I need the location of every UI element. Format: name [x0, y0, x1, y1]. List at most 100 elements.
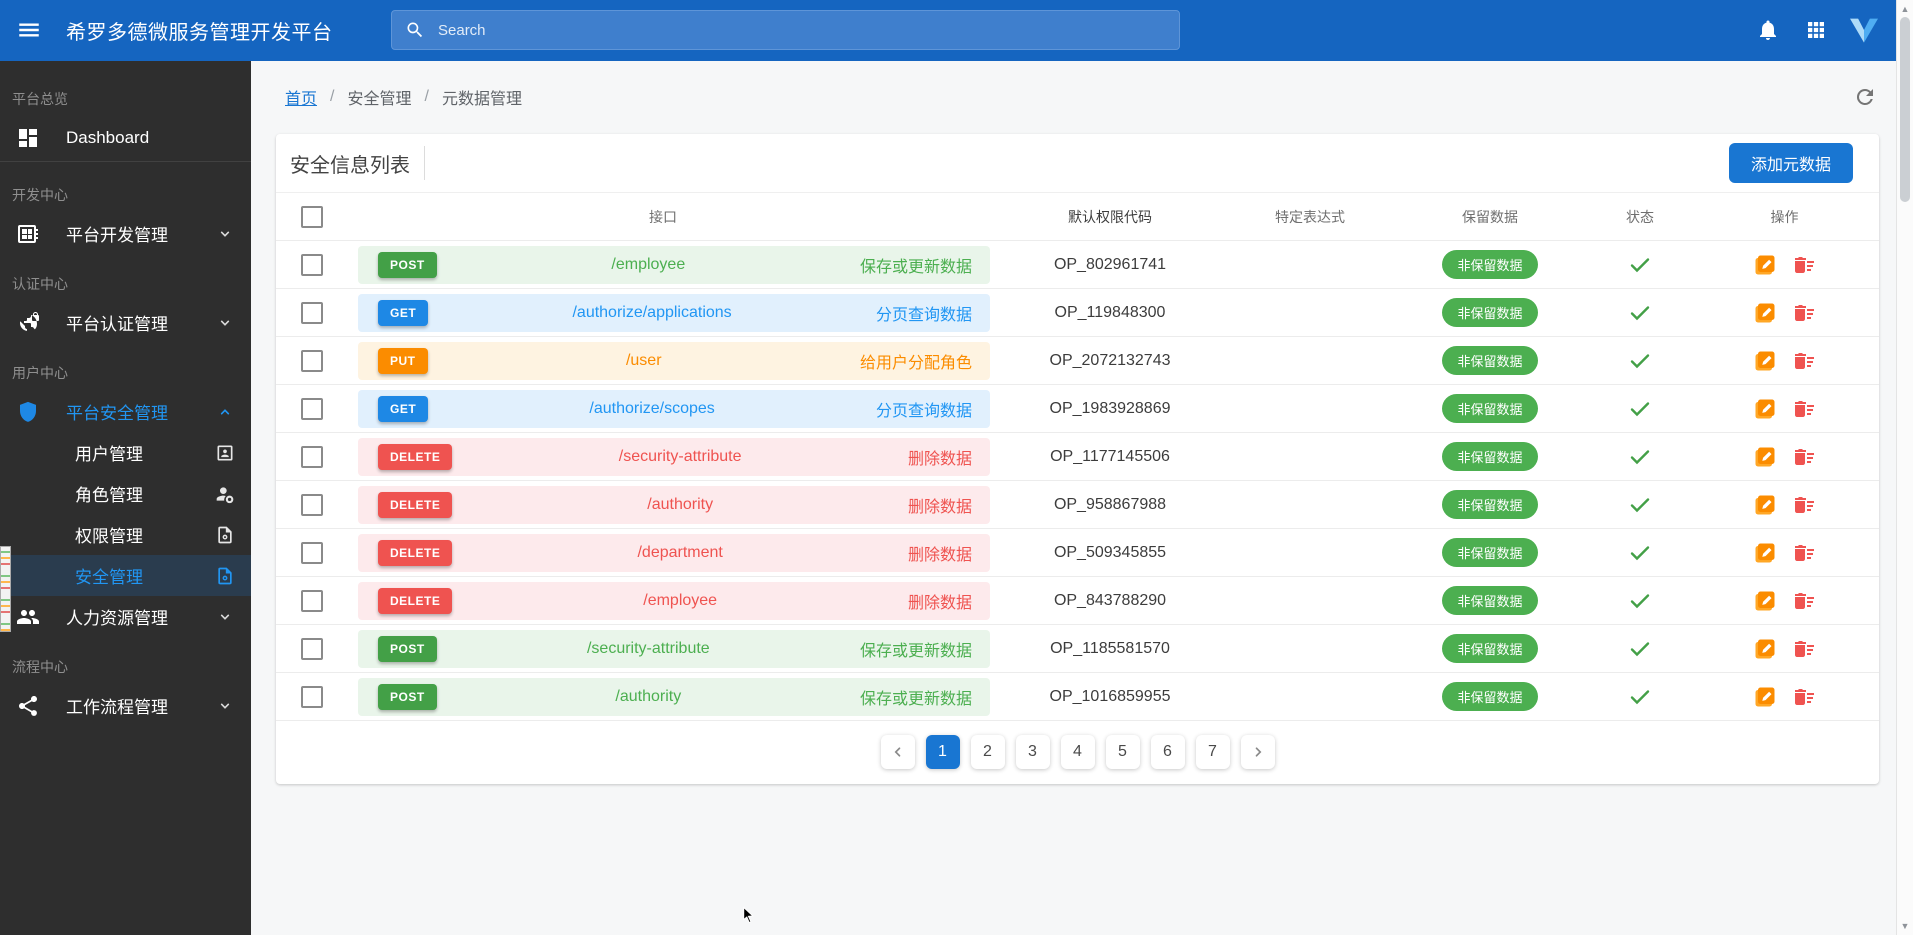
sidebar-item-platform-dev[interactable]: 平台开发管理 — [0, 213, 251, 254]
delete-button[interactable] — [1792, 589, 1816, 613]
pagination-page-6[interactable]: 6 — [1150, 735, 1185, 769]
scrollbar-down-arrow-icon[interactable]: ▼ — [1900, 921, 1910, 931]
pagination-page-2[interactable]: 2 — [970, 735, 1005, 769]
add-metadata-button[interactable]: 添加元数据 — [1728, 143, 1853, 183]
edit-button[interactable] — [1753, 589, 1777, 613]
select-all-checkbox[interactable] — [301, 205, 323, 228]
delete-button[interactable] — [1792, 397, 1816, 421]
refresh-icon[interactable] — [1852, 85, 1878, 111]
apps-grid-icon[interactable] — [1803, 18, 1829, 44]
sidebar-divider — [0, 161, 251, 162]
sidebar-section-label: 流程中心 — [12, 659, 68, 675]
menu-icon[interactable] — [14, 15, 44, 45]
delete-button[interactable] — [1792, 541, 1816, 565]
edit-button[interactable] — [1753, 397, 1777, 421]
scrollbar-thumb[interactable] — [1900, 17, 1910, 202]
retain-badge: 非保留数据 — [1442, 538, 1538, 567]
api-pill: POST/authority 保存或更新数据 — [358, 677, 990, 716]
api-description: 删除数据 — [907, 546, 972, 564]
api-path: /department — [637, 543, 723, 561]
row-checkbox[interactable] — [301, 685, 323, 708]
status-check-icon — [1628, 541, 1652, 565]
table-row: POST/security-attribute 保存或更新数据 OP_1185581… — [276, 625, 1879, 673]
pagination-page-5[interactable]: 5 — [1105, 735, 1140, 769]
api-cell: POST/security-attribute 保存或更新数据 — [336, 629, 990, 668]
delete-button[interactable] — [1792, 301, 1816, 325]
status-check-icon — [1628, 637, 1652, 661]
edit-button[interactable] — [1753, 541, 1777, 565]
row-checkbox[interactable] — [301, 253, 323, 276]
row-checkbox[interactable] — [301, 349, 323, 372]
sidebar-item-hr-mgmt[interactable]: 人力资源管理 — [0, 596, 251, 637]
api-pill: DELETE/authority 删除数据 — [358, 485, 990, 524]
method-badge: POST — [378, 683, 437, 710]
api-pill: DELETE/department 删除数据 — [358, 533, 990, 572]
pagination-page-7[interactable]: 7 — [1195, 735, 1230, 769]
sidebar-item-platform-auth[interactable]: 平台认证管理 — [0, 302, 251, 343]
breadcrumb-item: 元数据管理 — [441, 91, 522, 108]
pagination-page-3[interactable]: 3 — [1015, 735, 1050, 769]
row-checkbox[interactable] — [301, 397, 323, 420]
row-checkbox[interactable] — [301, 541, 323, 564]
row-checkbox[interactable] — [301, 493, 323, 516]
pagination-page-1[interactable]: 1 — [925, 735, 960, 769]
delete-button[interactable] — [1792, 493, 1816, 517]
edit-button[interactable] — [1753, 301, 1777, 325]
method-badge: DELETE — [378, 491, 453, 518]
edit-button[interactable] — [1753, 493, 1777, 517]
table-row: POST/authority 保存或更新数据 OP_1016859955 非保留数据 — [276, 673, 1879, 721]
delete-button[interactable] — [1792, 685, 1816, 709]
sidebar-subitem-security-mgmt[interactable]: 安全管理 — [0, 555, 251, 596]
pagination-prev-icon[interactable] — [880, 735, 915, 769]
edit-button[interactable] — [1753, 445, 1777, 469]
pagination-next-icon[interactable] — [1240, 735, 1275, 769]
row-checkbox[interactable] — [301, 445, 323, 468]
table-column-header: 状态 — [1626, 208, 1654, 225]
delete-button[interactable] — [1792, 445, 1816, 469]
edit-button[interactable] — [1753, 349, 1777, 373]
status-cell — [1590, 397, 1690, 421]
breadcrumb-item[interactable]: 首页 — [285, 91, 318, 108]
bell-icon[interactable] — [1755, 18, 1781, 44]
sidebar-subitem-user-mgmt[interactable]: 用户管理 — [0, 432, 251, 473]
search-input[interactable] — [436, 20, 1140, 40]
retain-cell: 非保留数据 — [1390, 538, 1590, 567]
chevron-down-icon — [215, 224, 235, 244]
retain-badge: 非保留数据 — [1442, 394, 1538, 423]
sidebar-item-dashboard[interactable]: Dashboard — [0, 117, 251, 158]
scrollbar-up-arrow-icon[interactable]: ▲ — [1900, 4, 1910, 14]
vuetify-logo — [1848, 14, 1880, 46]
table-row: DELETE/employee 删除数据 OP_843788290 非保留数据 — [276, 577, 1879, 625]
api-path: /authorize/applications — [572, 303, 732, 321]
card-header: 安全信息列表 添加元数据 — [276, 134, 1879, 193]
pagination-page-4[interactable]: 4 — [1060, 735, 1095, 769]
row-checkbox[interactable] — [301, 589, 323, 612]
status-cell — [1590, 685, 1690, 709]
edit-button[interactable] — [1753, 637, 1777, 661]
status-cell — [1590, 349, 1690, 373]
delete-button[interactable] — [1792, 253, 1816, 277]
permission-code: OP_1016859955 — [1049, 687, 1171, 705]
workflow-icon — [16, 694, 40, 718]
retain-badge: 非保留数据 — [1442, 490, 1538, 519]
sidebar-item-platform-security[interactable]: 平台安全管理 — [0, 391, 251, 432]
sidebar-item-label: 人力资源管理 — [66, 609, 168, 628]
row-checkbox[interactable] — [301, 637, 323, 660]
sidebar-item-workflow-mgmt[interactable]: 工作流程管理 — [0, 685, 251, 726]
sidebar-subitem-role-mgmt[interactable]: 角色管理 — [0, 473, 251, 514]
sidebar-subitem-permission-mgmt[interactable]: 权限管理 — [0, 514, 251, 555]
edit-button[interactable] — [1753, 685, 1777, 709]
security-info-card: 安全信息列表 添加元数据 接口 默认权限代码 特定表达式 保留数据 状态 操作 POST /… — [276, 134, 1879, 784]
delete-button[interactable] — [1792, 349, 1816, 373]
row-checkbox-cell — [288, 397, 336, 420]
delete-button[interactable] — [1792, 637, 1816, 661]
page-scrollbar[interactable]: ▲ ▼ — [1896, 0, 1913, 935]
retain-cell: 非保留数据 — [1390, 250, 1590, 279]
edit-button[interactable] — [1753, 253, 1777, 277]
permission-code: OP_802961741 — [1053, 255, 1167, 273]
row-actions — [1690, 637, 1879, 661]
retain-cell: 非保留数据 — [1390, 586, 1590, 615]
status-cell — [1590, 301, 1690, 325]
row-checkbox[interactable] — [301, 301, 323, 324]
